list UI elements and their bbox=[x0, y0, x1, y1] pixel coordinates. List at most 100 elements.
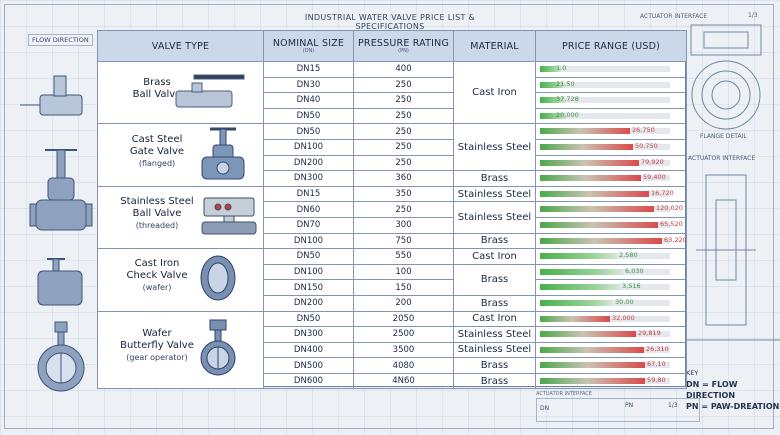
price-bar bbox=[540, 362, 645, 369]
bottom-legend-box bbox=[536, 398, 700, 422]
pressure-rating-cell: 2050 bbox=[353, 310, 454, 328]
valve-name-line1: Wafer bbox=[142, 328, 172, 339]
price-range-cell: 20,000 bbox=[535, 107, 687, 125]
table-header-row: VALVE TYPE NOMINAL SIZE (DN) PRESSURE RAT… bbox=[97, 30, 687, 62]
actuator-outline-drawing bbox=[690, 24, 762, 56]
nominal-size-cell: DN15 bbox=[263, 185, 354, 203]
nominal-size-cell: DN400 bbox=[263, 341, 354, 359]
nominal-size-cell: DN500 bbox=[263, 357, 354, 374]
side-ball-valve-drawing bbox=[20, 75, 83, 116]
bottom-legend-title: ACTUATOR INTERFACE bbox=[536, 391, 592, 397]
nominal-size-cell: DN50 bbox=[263, 123, 354, 140]
blueprint-frame bbox=[4, 4, 774, 429]
price-bar bbox=[540, 315, 610, 322]
price-bar bbox=[540, 81, 565, 88]
table-row: DN70 300 65,520 bbox=[98, 216, 687, 234]
brass-ball-valve-icon bbox=[168, 71, 252, 114]
pressure-rating-cell: 250 bbox=[353, 76, 454, 94]
material-cell: Stainless Steel bbox=[453, 123, 536, 172]
table-row: Brass Ball Valve DN15 400 Cast Iron 1.0 bbox=[97, 60, 687, 125]
price-range-cell: 65,520 bbox=[535, 216, 687, 234]
valve-type-cell: Wafer Butterfly Valve (gear operator) bbox=[97, 310, 264, 390]
valve-name-line2: Ball Valve bbox=[132, 89, 182, 101]
price-bar bbox=[540, 112, 566, 119]
price-value: 59,80 bbox=[647, 375, 666, 384]
header-pressure-rating: PRESSURE RATING (PN) bbox=[353, 30, 454, 62]
price-range-cell: 26,750 bbox=[535, 123, 687, 140]
price-range-cell: 50,750 bbox=[535, 138, 687, 156]
nominal-size-cell: DN300 bbox=[263, 326, 354, 343]
price-bar bbox=[540, 66, 561, 72]
table-row: Cast Iron Check Valve (wafer) DN50 550 Cast I… bbox=[97, 248, 687, 312]
price-value: 26,310 bbox=[646, 344, 669, 353]
valve-type-subtitle: (gear operator) bbox=[126, 353, 188, 362]
pressure-rating-cell: 550 bbox=[353, 248, 454, 265]
valve-type-name: Cast Steel Gate Valve (flanged) bbox=[102, 134, 212, 170]
flow-direction-label: FLOW DIRECTION bbox=[28, 34, 93, 46]
price-bar bbox=[540, 331, 636, 338]
table-row: DN300 360 Brass 59,400 bbox=[98, 170, 687, 187]
price-range-cell: 30,00 bbox=[535, 294, 687, 312]
price-value: 63,220 bbox=[664, 235, 687, 244]
price-value: 3,516 bbox=[622, 282, 641, 291]
nominal-size-cell: DN15 bbox=[263, 61, 354, 78]
table-row: Stainless Steel Ball Valve (threaded) DN15 3… bbox=[97, 185, 687, 250]
price-bar bbox=[540, 346, 644, 353]
price-bar bbox=[540, 237, 662, 244]
price-value: 21.50 bbox=[556, 79, 575, 88]
nominal-size-cell: DN150 bbox=[263, 279, 354, 296]
bottom-legend-dn: DN bbox=[540, 405, 550, 412]
pressure-rating-cell: 4080 bbox=[353, 357, 454, 374]
butterfly-valve-icon bbox=[198, 318, 238, 381]
valve-name-line2: Gate Valve bbox=[129, 145, 185, 157]
nominal-size-cell: DN50 bbox=[263, 310, 354, 328]
price-range-cell: 63,220 bbox=[535, 232, 687, 250]
valve-type-cell: Cast Steel Gate Valve (flanged) bbox=[97, 123, 264, 187]
price-bar-track bbox=[540, 81, 670, 88]
nominal-size-cell: DN30 bbox=[263, 76, 354, 94]
valve-name-line1: Stainless Steel bbox=[120, 195, 194, 207]
price-range-cell: 59,400 bbox=[535, 170, 687, 187]
bottom-legend-num: 1/3 bbox=[668, 402, 678, 409]
right-technical-drawings bbox=[686, 24, 780, 341]
material-cell: Cast Iron bbox=[453, 248, 536, 265]
valve-type-subtitle: (wafer) bbox=[142, 283, 172, 293]
table-row: DN400 3500 Stainless Steel 26,310 bbox=[98, 341, 687, 359]
price-range-cell: 67,10 bbox=[535, 357, 687, 374]
valve-name-line2: Butterfly Valve bbox=[120, 340, 194, 351]
table-row: DN30 250 21.50 bbox=[98, 76, 687, 94]
price-bar bbox=[540, 221, 658, 228]
price-bar-track bbox=[540, 112, 670, 119]
side-check-valve-drawing bbox=[37, 258, 83, 306]
key-legend: KEY DN = FLOW DIRECTION PN = PAW-DREATIO… bbox=[686, 368, 780, 412]
pressure-rating-cell: 350 bbox=[353, 185, 454, 203]
valve-type-name: Cast Iron Check Valve (wafer) bbox=[102, 258, 212, 294]
table-row: DN200 250 79,920 bbox=[98, 154, 687, 172]
side-butterfly-valve-drawing bbox=[37, 321, 85, 392]
key-pn-line: PN = PAW-DREATION bbox=[686, 402, 780, 411]
valve-name-line1: Cast Iron bbox=[134, 258, 180, 270]
page-title: INDUSTRIAL WATER VALVE PRICE LIST & SPEC… bbox=[304, 13, 476, 31]
table-row: DN60 250 Stainless Steel 120,020 bbox=[98, 201, 687, 234]
valve-type-name: Stainless Steel Ball Valve (threaded) bbox=[102, 196, 212, 232]
material-cell: Brass bbox=[453, 294, 536, 312]
valve-type-name: Brass Ball Valve bbox=[102, 77, 212, 101]
nominal-size-cell: DN100 bbox=[263, 263, 354, 281]
material-cell: Brass bbox=[453, 232, 536, 250]
material-cell: Stainless Steel bbox=[453, 201, 536, 234]
price-value: 29,819 bbox=[638, 329, 661, 338]
price-value: 120,020 bbox=[656, 204, 683, 213]
material-cell: Brass bbox=[453, 263, 536, 296]
price-range-cell: 6,030 bbox=[535, 263, 687, 281]
left-valve-drawings bbox=[20, 75, 93, 392]
pressure-rating-cell: 100 bbox=[353, 263, 454, 281]
table-row: Wafer Butterfly Valve (gear operator) DN50 2… bbox=[97, 310, 687, 390]
valve-type-cell: Cast Iron Check Valve (wafer) bbox=[97, 248, 264, 312]
pressure-rating-cell: 250 bbox=[353, 138, 454, 156]
price-bar bbox=[540, 268, 623, 275]
material-cell: Stainless Steel bbox=[453, 185, 536, 203]
price-value: 16,720 bbox=[651, 188, 674, 197]
price-bar bbox=[540, 253, 617, 260]
price-bar-track bbox=[540, 97, 670, 104]
table-row: Cast Steel Gate Valve (flanged) DN50 250 Stai… bbox=[97, 123, 687, 187]
